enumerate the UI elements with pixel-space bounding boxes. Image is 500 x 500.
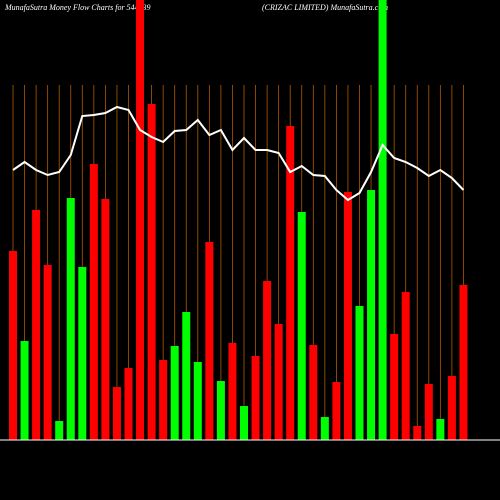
bar: [286, 126, 295, 440]
bar: [424, 384, 433, 440]
bar: [20, 341, 29, 440]
bar: [228, 343, 237, 440]
chart-subtitle: (CRIZAC LIMITED) MunafaSutra.com: [262, 3, 388, 12]
money-flow-line: [12, 105, 465, 202]
bar: [205, 242, 214, 440]
bar: [401, 292, 410, 440]
bar: [89, 164, 98, 440]
bar: [309, 345, 318, 440]
bar: [159, 360, 168, 440]
bar: [297, 212, 306, 440]
bar: [216, 381, 225, 440]
bar: [274, 324, 283, 440]
bar: [170, 346, 179, 440]
bar: [332, 382, 341, 440]
bar: [413, 426, 422, 440]
bar: [263, 281, 272, 440]
bar: [112, 387, 121, 440]
bar: [43, 265, 52, 440]
bar: [251, 356, 260, 440]
bar: [136, 0, 145, 440]
bar: [101, 199, 110, 440]
bar: [32, 210, 41, 440]
bar: [240, 406, 248, 440]
bar: [378, 0, 387, 440]
bar: [390, 334, 399, 440]
bar: [55, 421, 64, 440]
bar: [320, 417, 329, 440]
bar: [78, 267, 87, 440]
bar: [436, 419, 445, 440]
bar: [66, 198, 75, 440]
bar: [367, 190, 376, 440]
bar: [9, 251, 17, 440]
chart-title: MunafaSutra Money Flow Charts for 544439: [4, 3, 151, 12]
bar: [124, 368, 133, 440]
bar: [459, 285, 468, 440]
bar: [182, 312, 191, 440]
bar: [343, 192, 352, 440]
bar: [147, 104, 156, 440]
bar: [193, 362, 202, 440]
bar: [447, 376, 456, 440]
bar: [355, 306, 364, 440]
